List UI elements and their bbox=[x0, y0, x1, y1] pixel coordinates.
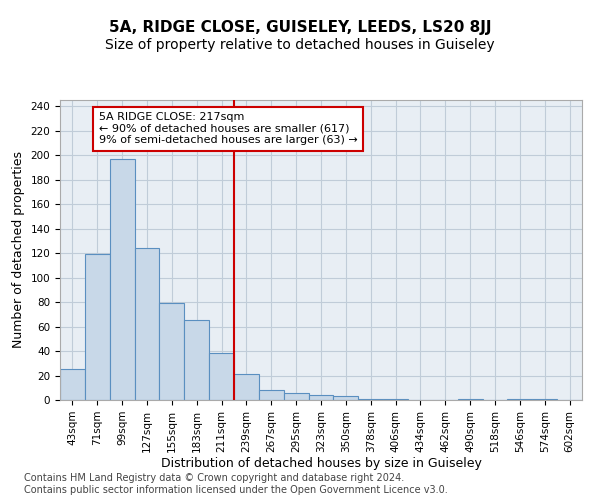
Text: Contains HM Land Registry data © Crown copyright and database right 2024.
Contai: Contains HM Land Registry data © Crown c… bbox=[24, 474, 448, 495]
X-axis label: Distribution of detached houses by size in Guiseley: Distribution of detached houses by size … bbox=[161, 458, 481, 470]
Bar bbox=[508, 399, 532, 400]
Bar bbox=[259, 390, 284, 400]
Bar bbox=[134, 248, 160, 400]
Bar bbox=[383, 399, 408, 400]
Bar bbox=[308, 395, 334, 400]
Y-axis label: Number of detached properties: Number of detached properties bbox=[12, 152, 25, 348]
Bar bbox=[358, 399, 383, 400]
Bar bbox=[334, 396, 358, 400]
Text: Size of property relative to detached houses in Guiseley: Size of property relative to detached ho… bbox=[105, 38, 495, 52]
Bar bbox=[284, 392, 308, 400]
Bar bbox=[110, 159, 134, 400]
Bar bbox=[184, 320, 209, 400]
Text: 5A, RIDGE CLOSE, GUISELEY, LEEDS, LS20 8JJ: 5A, RIDGE CLOSE, GUISELEY, LEEDS, LS20 8… bbox=[109, 20, 491, 35]
Bar bbox=[60, 370, 85, 400]
Bar bbox=[458, 399, 482, 400]
Bar bbox=[234, 374, 259, 400]
Bar bbox=[209, 354, 234, 400]
Text: 5A RIDGE CLOSE: 217sqm
← 90% of detached houses are smaller (617)
9% of semi-det: 5A RIDGE CLOSE: 217sqm ← 90% of detached… bbox=[98, 112, 357, 146]
Bar bbox=[85, 254, 110, 400]
Bar bbox=[160, 304, 184, 400]
Bar bbox=[532, 399, 557, 400]
